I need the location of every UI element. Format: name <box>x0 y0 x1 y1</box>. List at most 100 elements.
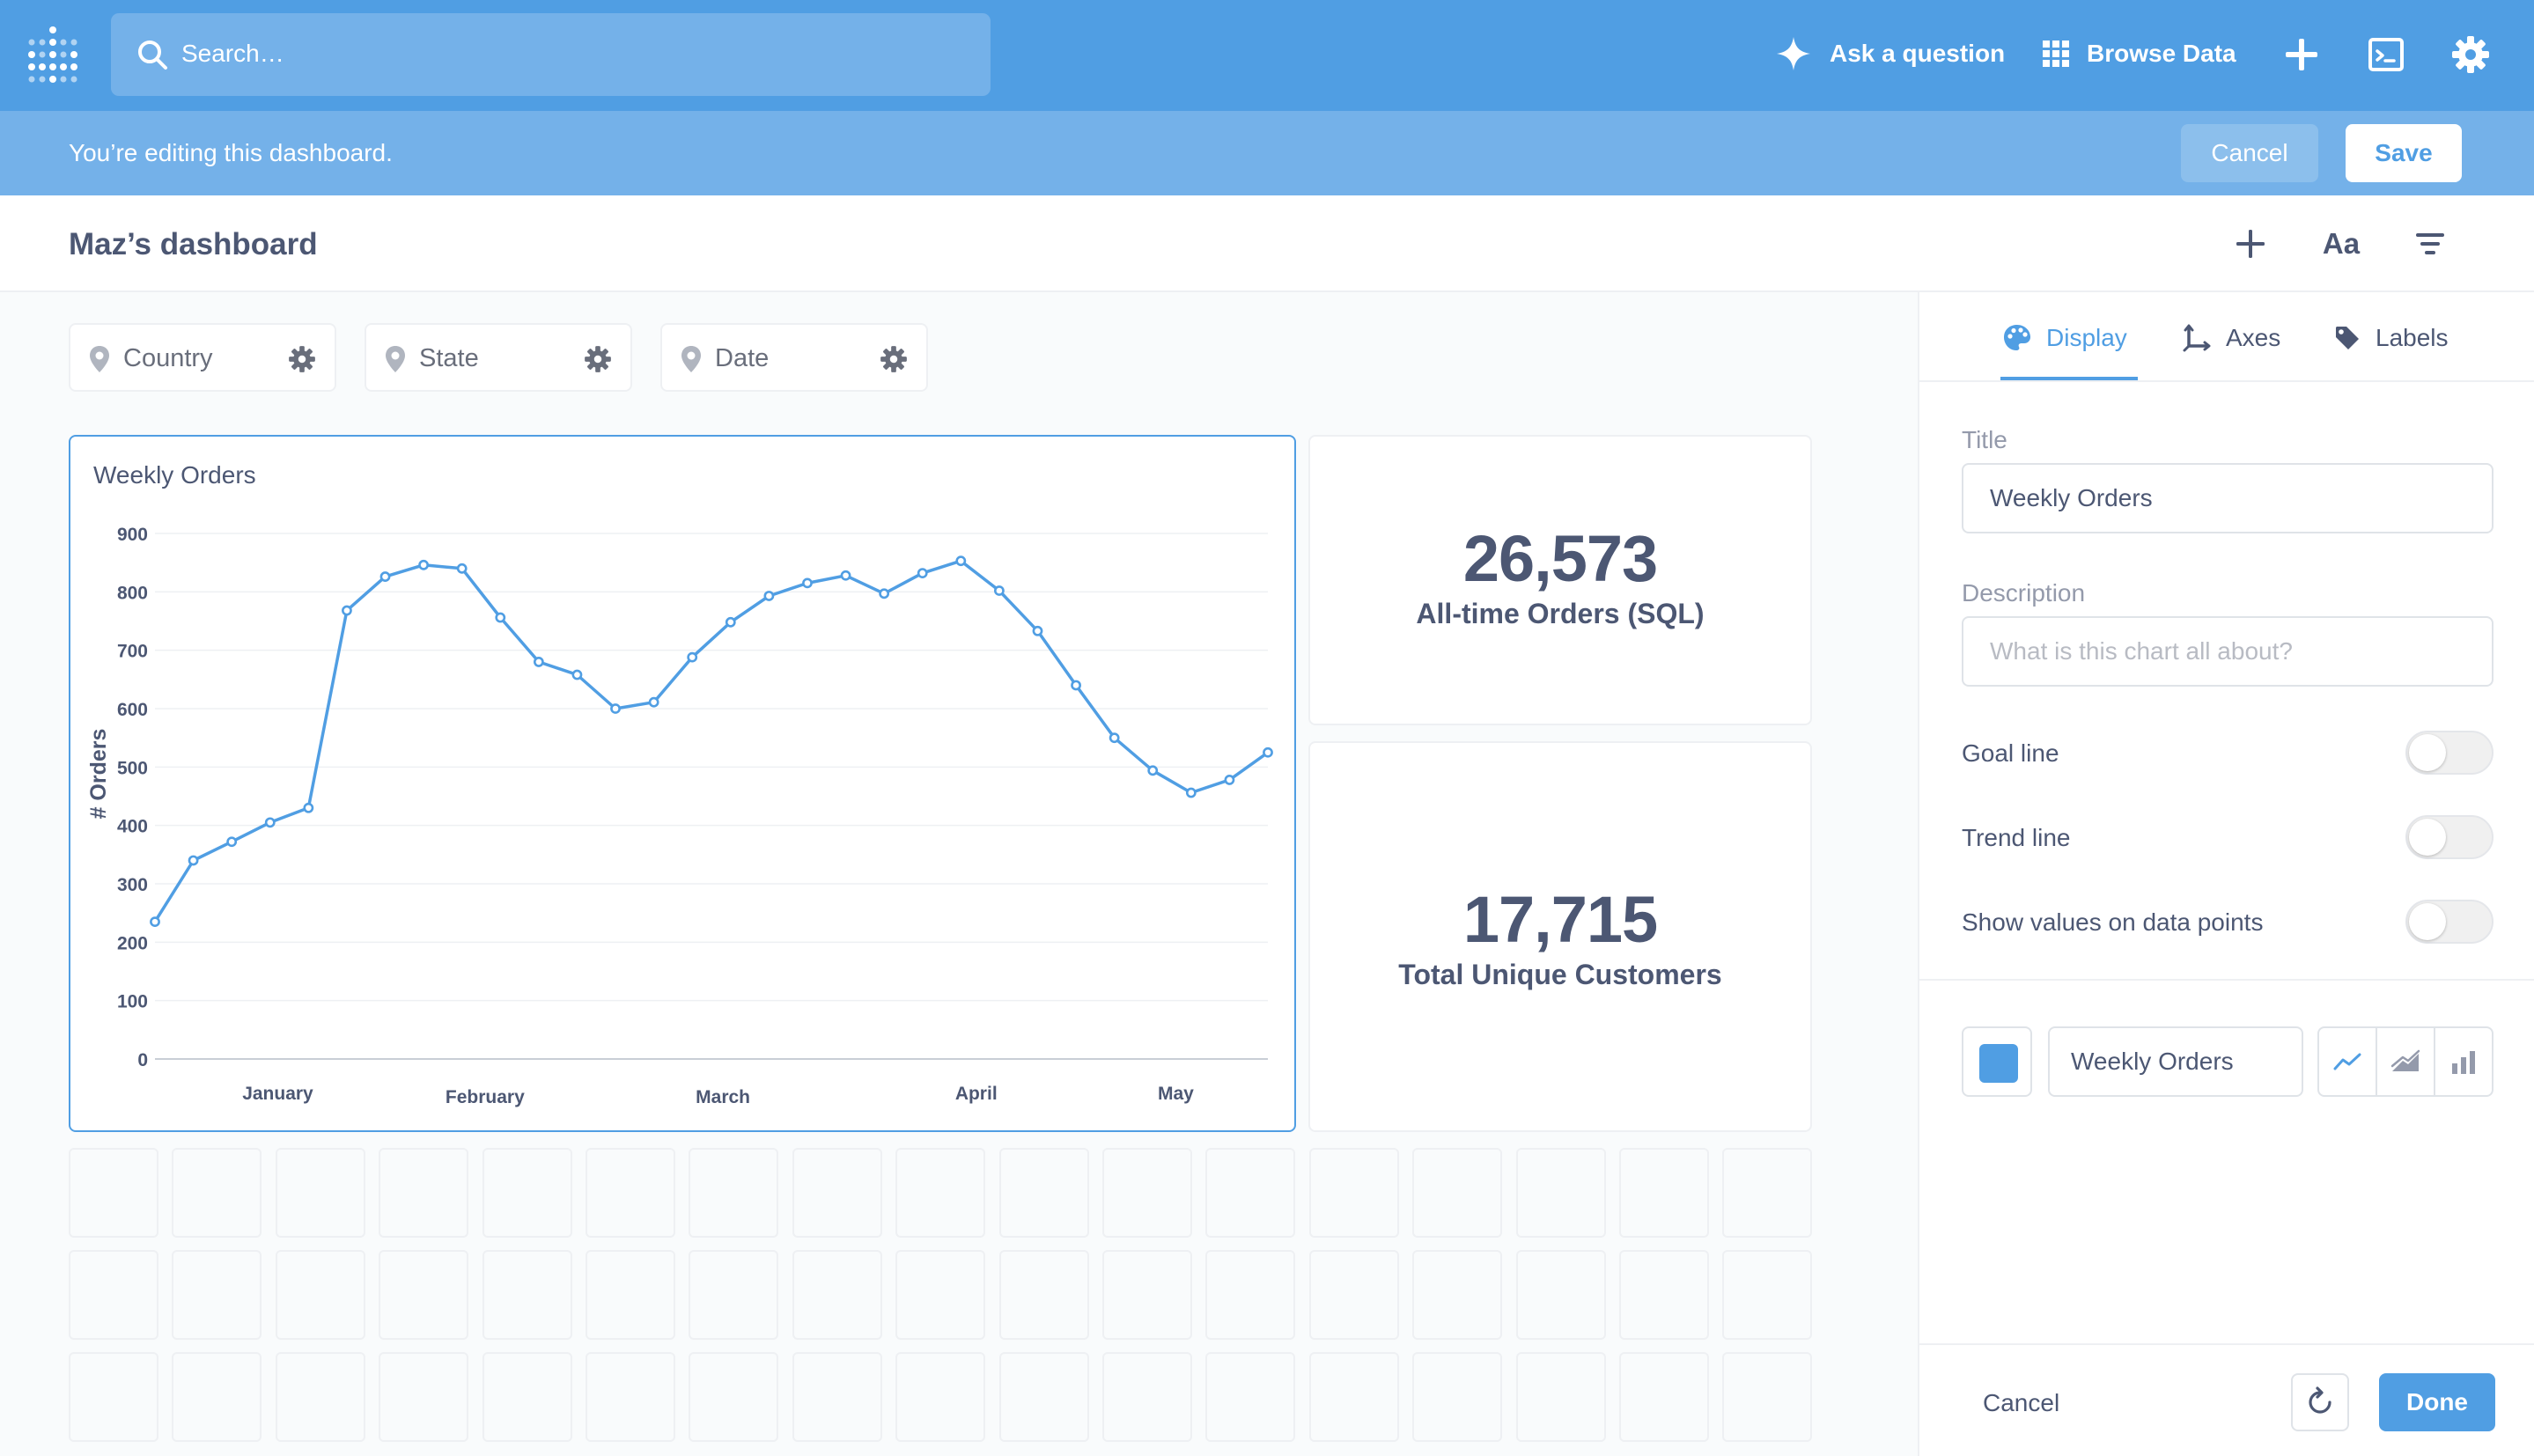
data-point[interactable] <box>1147 765 1159 776</box>
data-point[interactable] <box>955 555 967 567</box>
tab-display[interactable]: Display <box>2002 320 2127 356</box>
empty-grid-cell <box>1205 1352 1295 1442</box>
title-input[interactable]: Weekly Orders <box>1962 463 2493 533</box>
search-icon <box>138 40 167 70</box>
done-button[interactable]: Done <box>2379 1373 2495 1431</box>
axes-icon <box>2183 324 2211 352</box>
data-point[interactable] <box>188 855 199 866</box>
data-point[interactable] <box>418 559 430 570</box>
data-point[interactable] <box>342 605 352 616</box>
data-point[interactable] <box>993 585 1005 596</box>
settings-gear-icon[interactable] <box>2449 33 2492 76</box>
data-point[interactable] <box>610 703 621 714</box>
search-bar[interactable]: Search… <box>111 13 991 96</box>
filter-settings-gear-icon[interactable] <box>583 344 613 374</box>
filter-date[interactable]: Date <box>660 323 928 392</box>
series-name-input[interactable]: Weekly Orders <box>2048 1026 2303 1097</box>
data-point[interactable] <box>687 651 698 663</box>
data-point[interactable] <box>725 616 736 628</box>
data-point[interactable] <box>495 612 506 623</box>
display-area-option[interactable] <box>2377 1028 2435 1095</box>
empty-grid-cell <box>379 1250 468 1340</box>
empty-grid-cell <box>1722 1352 1812 1442</box>
data-point[interactable] <box>802 577 813 589</box>
y-tick-label: 900 <box>117 525 148 545</box>
bar-chart-icon <box>2452 1051 2475 1074</box>
tab-axes[interactable]: Axes <box>2182 320 2280 356</box>
scalar-caption[interactable]: Total Unique Customers <box>1398 959 1722 990</box>
data-point[interactable] <box>379 571 391 582</box>
cancel-edit-button[interactable]: Cancel <box>2181 124 2318 182</box>
empty-grid-cell <box>1309 1250 1399 1340</box>
empty-grid-cell <box>1516 1352 1606 1442</box>
settings-tabs: Display Axes Labels <box>1919 292 2534 382</box>
add-question-button[interactable] <box>2226 222 2275 266</box>
data-point[interactable] <box>879 588 890 599</box>
section-divider <box>1919 979 2534 981</box>
y-tick-label: 800 <box>117 583 148 603</box>
ask-question-button[interactable]: Ask a question <box>1775 26 2005 81</box>
x-tick-label: January <box>242 1084 313 1104</box>
description-input[interactable]: What is this chart all about? <box>1962 616 2493 687</box>
unique-customers-card[interactable]: 17,715 Total Unique Customers <box>1308 741 1812 1132</box>
active-tab-indicator <box>2000 377 2138 380</box>
scalar-caption[interactable]: All-time Orders (SQL) <box>1416 598 1705 629</box>
toggle-label: Trend line <box>1962 824 2071 851</box>
data-point[interactable] <box>763 591 775 601</box>
data-point[interactable] <box>1109 732 1120 744</box>
new-plus-icon[interactable] <box>2280 33 2323 76</box>
series-color-picker[interactable] <box>1962 1026 2032 1097</box>
filter-settings-gear-icon[interactable] <box>287 344 317 374</box>
tab-labels[interactable]: Labels <box>2333 320 2449 356</box>
data-point[interactable] <box>917 568 928 579</box>
y-tick-label: 400 <box>117 817 148 837</box>
empty-grid-cell <box>999 1148 1089 1238</box>
data-point[interactable] <box>456 563 468 574</box>
data-point[interactable] <box>1071 680 1081 691</box>
toggle-knob <box>2409 734 2446 771</box>
save-dashboard-button[interactable]: Save <box>2346 124 2462 182</box>
line-chart-icon <box>2333 1053 2361 1070</box>
weekly-orders-card[interactable]: Weekly Orders 0 100 200 300 400 500 600 700 800 9… <box>69 435 1296 1132</box>
all-time-orders-card[interactable]: 26,573 All-time Orders (SQL) <box>1308 435 1812 725</box>
data-point[interactable] <box>840 570 851 581</box>
empty-grid-cell <box>586 1250 675 1340</box>
empty-grid-cell <box>1309 1148 1399 1238</box>
data-point[interactable] <box>1224 775 1235 785</box>
show-values-toggle[interactable] <box>2405 900 2493 944</box>
display-line-option[interactable] <box>2319 1028 2377 1095</box>
empty-grid-cell <box>276 1352 365 1442</box>
sql-editor-icon[interactable] <box>2365 33 2407 76</box>
dashboard-title[interactable]: Maz’s dashboard <box>69 227 318 261</box>
display-bar-option[interactable] <box>2435 1028 2492 1095</box>
dashboard-header: Maz’s dashboard Aa <box>0 195 2534 292</box>
data-point[interactable] <box>1263 746 1273 758</box>
data-points <box>150 555 1273 928</box>
reset-button[interactable] <box>2291 1373 2349 1431</box>
search-placeholder[interactable]: Search… <box>181 40 284 67</box>
add-filter-button[interactable] <box>2405 222 2455 266</box>
data-point[interactable] <box>264 817 276 828</box>
data-point[interactable] <box>533 657 544 667</box>
filter-country[interactable]: Country <box>69 323 336 392</box>
add-text-button[interactable]: Aa <box>2322 227 2361 260</box>
data-point[interactable] <box>648 696 659 708</box>
empty-grid-cell <box>172 1250 262 1340</box>
data-point[interactable] <box>1185 787 1197 798</box>
data-point[interactable] <box>226 836 238 848</box>
metabase-logo-icon[interactable] <box>26 25 79 86</box>
filter-state[interactable]: State <box>365 323 632 392</box>
x-tick-label: April <box>955 1084 998 1104</box>
data-point[interactable] <box>150 916 160 928</box>
y-tick-label: 700 <box>117 642 148 662</box>
filter-settings-gear-icon[interactable] <box>879 344 909 374</box>
goal-line-toggle[interactable] <box>2405 731 2493 775</box>
data-point[interactable] <box>571 669 583 680</box>
cancel-button[interactable]: Cancel <box>1983 1389 2060 1416</box>
trend-line-toggle[interactable] <box>2405 815 2493 859</box>
data-point[interactable] <box>303 802 314 813</box>
browse-data-button[interactable]: Browse Data <box>2043 26 2236 81</box>
empty-grid-cell <box>895 1250 985 1340</box>
empty-grid-cell <box>69 1250 158 1340</box>
data-point[interactable] <box>1032 625 1043 636</box>
